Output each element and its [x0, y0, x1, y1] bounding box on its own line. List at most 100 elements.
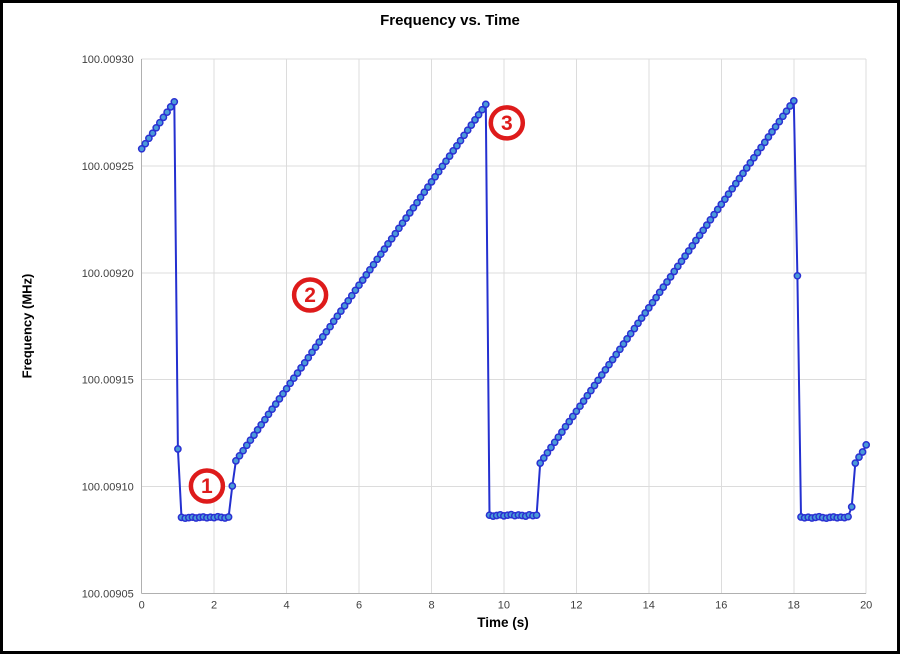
data-point-marker: [670, 267, 679, 276]
data-point-marker: [351, 286, 360, 295]
data-point-marker: [318, 333, 327, 341]
annotation-circle-2: [291, 277, 329, 313]
data-point-marker: [322, 327, 331, 336]
data-point-marker: [275, 395, 284, 403]
data-point-marker: [358, 276, 367, 284]
data-point-marker: [304, 353, 313, 362]
data-point-marker: [731, 179, 740, 188]
annotation-number-2: 2: [304, 284, 316, 307]
data-point-marker: [641, 309, 650, 317]
data-point-marker: [431, 172, 439, 181]
y-tick-label: 100.00920: [82, 268, 134, 280]
x-tick-label: 0: [139, 600, 145, 612]
data-point-marker: [572, 407, 581, 416]
data-point-marker: [242, 441, 251, 450]
data-point-marker: [771, 122, 780, 131]
data-point-marker: [655, 288, 664, 297]
data-point-marker: [329, 317, 338, 326]
data-point-marker: [467, 121, 476, 129]
annotation-circle-1: [188, 468, 226, 504]
data-point-marker: [300, 358, 309, 367]
data-point-marker: [137, 144, 146, 153]
data-point-marker: [673, 262, 682, 271]
data-point-marker: [337, 307, 345, 315]
data-point-marker: [775, 117, 784, 126]
data-point-marker: [474, 110, 483, 119]
data-point-marker: [405, 209, 414, 217]
data-point-marker: [253, 426, 262, 434]
data-point-marker: [166, 103, 175, 111]
data-point-marker: [764, 133, 773, 141]
data-point-marker: [460, 131, 468, 140]
data-point-marker: [710, 210, 718, 219]
data-point-marker: [666, 273, 675, 281]
data-point-marker: [398, 219, 407, 228]
data-point-marker: [478, 105, 487, 114]
data-point-marker: [362, 271, 371, 279]
data-point-marker: [684, 247, 693, 255]
x-tick-label: 10: [498, 600, 510, 612]
data-point-marker: [601, 366, 610, 374]
data-point-marker: [789, 97, 798, 105]
x-tick-label: 4: [284, 600, 290, 612]
x-tick-label: 2: [211, 600, 217, 612]
data-point-marker: [387, 234, 396, 243]
data-point-marker: [268, 405, 276, 414]
data-point-marker: [155, 118, 164, 127]
data-point-marker: [858, 448, 867, 456]
data-point-marker: [261, 415, 269, 424]
data-point-marker: [706, 215, 715, 224]
data-point-marker: [297, 364, 305, 372]
data-point-marker: [152, 123, 161, 132]
data-point-marker: [289, 374, 298, 383]
data-point-marker: [793, 271, 802, 280]
data-point-marker: [583, 391, 592, 400]
data-point-marker: [228, 482, 237, 490]
data-point-marker: [286, 379, 295, 388]
annotation-number-3: 3: [501, 112, 513, 135]
data-point-marker: [159, 113, 168, 122]
data-point-marker: [597, 371, 606, 379]
data-point-marker: [416, 193, 425, 202]
data-point-marker: [141, 139, 150, 148]
y-tick-label: 100.00925: [82, 161, 134, 173]
data-point-marker: [634, 319, 642, 328]
data-point-marker: [373, 255, 382, 264]
data-point-marker: [753, 148, 762, 157]
y-tick-label: 100.00915: [82, 375, 134, 387]
data-point-marker: [547, 443, 555, 452]
x-tick-label: 14: [643, 600, 655, 612]
data-point-marker: [590, 381, 599, 390]
data-point-marker: [235, 451, 244, 460]
data-point-marker: [579, 397, 588, 405]
data-point-marker: [395, 224, 403, 233]
data-point-marker: [333, 312, 342, 321]
data-point-marker: [449, 147, 458, 155]
data-point-marker: [862, 441, 871, 449]
data-point-marker: [739, 169, 747, 178]
data-point-marker: [380, 245, 389, 253]
data-point-marker: [532, 511, 541, 520]
x-axis-title: Time (s): [477, 615, 529, 630]
data-point-marker: [576, 402, 584, 411]
data-point-marker: [456, 136, 465, 145]
data-point-marker: [463, 126, 472, 135]
data-point-marker: [612, 350, 621, 359]
data-point-marker: [677, 257, 686, 266]
x-tick-label: 18: [788, 600, 800, 612]
data-point-marker: [757, 143, 765, 152]
tick-labels: 100.00905 100.00910 100.00915 100.00920 100.…: [82, 54, 873, 612]
data-point-marker: [713, 205, 722, 214]
data-point-marker: [340, 302, 349, 310]
chart-title: Frequency vs. Time: [380, 12, 520, 29]
data-point-marker: [768, 128, 776, 136]
data-point-marker: [782, 107, 791, 116]
data-point-marker: [279, 389, 287, 398]
data-point-marker: [623, 335, 631, 343]
data-point-marker: [250, 431, 258, 439]
data-point-marker: [442, 157, 450, 166]
data-point-marker: [434, 167, 443, 176]
data-point-marker: [619, 340, 628, 348]
data-point-marker: [539, 454, 548, 462]
